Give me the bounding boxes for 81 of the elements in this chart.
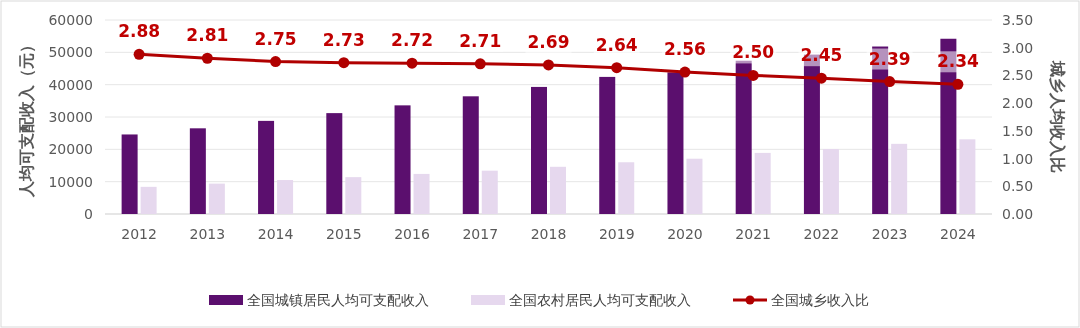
legend-label: 全国城镇居民人均可支配收入 <box>247 292 429 308</box>
x-tick-label: 2012 <box>121 226 157 242</box>
bar <box>413 173 430 214</box>
data-label: 2.72 <box>391 30 434 51</box>
bar <box>462 96 479 214</box>
x-tick-label: 2024 <box>940 226 976 242</box>
data-label: 2.50 <box>732 42 775 63</box>
data-label: 2.34 <box>936 51 980 72</box>
point <box>884 76 896 88</box>
legend-label: 全国农村居民人均可支配收入 <box>509 292 691 308</box>
bar <box>326 113 343 214</box>
x-tick-label: 2016 <box>394 226 430 242</box>
y-tick-label: 60000 <box>48 12 93 28</box>
y2-tick-label: 1.00 <box>1002 150 1034 167</box>
y-tick-label: 0 <box>84 206 93 222</box>
x-tick-label: 2014 <box>257 226 294 242</box>
point <box>543 59 554 71</box>
x-tick-label: 2021 <box>735 226 772 242</box>
bar <box>550 166 566 214</box>
x-tick-label: 2015 <box>325 226 362 242</box>
data-label: 2.64 <box>595 34 638 55</box>
data-label: 2.71 <box>459 30 502 51</box>
bar <box>686 158 703 214</box>
data-label: 2.88 <box>118 21 161 42</box>
x-tick-label: 2018 <box>530 226 567 242</box>
bar <box>822 149 839 214</box>
x-tick-label: 2019 <box>598 226 635 242</box>
y-tick-label: 50000 <box>48 44 93 61</box>
x-tick-label: 2013 <box>189 226 226 242</box>
data-label: 2.75 <box>254 28 297 49</box>
point <box>611 62 623 74</box>
point <box>201 52 213 64</box>
data-label: 2.69 <box>527 31 570 52</box>
bar <box>121 134 138 214</box>
x-tick-label: 2020 <box>667 226 703 242</box>
data-label: 2.81 <box>186 25 229 46</box>
point <box>747 69 759 81</box>
y-tick-label: 40000 <box>48 76 93 93</box>
y2-tick-label: 0.50 <box>1002 178 1034 195</box>
y-tick-label: 30000 <box>48 109 93 125</box>
bar <box>599 76 616 214</box>
y2-tick-label: 3.00 <box>1002 39 1034 56</box>
point <box>338 57 350 69</box>
bar <box>208 183 225 214</box>
point <box>133 48 145 60</box>
y-tick-label: 10000 <box>48 173 93 190</box>
bar <box>189 128 206 214</box>
bar <box>277 180 294 214</box>
point <box>815 72 827 84</box>
point <box>679 66 691 78</box>
x-tick-label: 2022 <box>803 226 840 242</box>
bar <box>345 177 362 214</box>
legend-label: 全国城乡收入比 <box>771 292 869 308</box>
bar <box>531 86 547 214</box>
bar <box>667 72 684 214</box>
y-tick-label: 20000 <box>48 141 93 158</box>
point <box>270 56 282 68</box>
bar <box>258 120 275 214</box>
point <box>952 78 964 90</box>
data-label: 2.56 <box>663 39 706 60</box>
bar <box>140 186 157 214</box>
data-label: 2.39 <box>868 48 911 69</box>
y2-axis-title: 城乡人均收入比 <box>1048 60 1067 173</box>
y2-tick-label: 2.50 <box>1002 67 1034 84</box>
bar <box>618 162 635 214</box>
data-label: 2.45 <box>800 45 843 66</box>
y2-tick-label: 0.00 <box>1002 206 1034 222</box>
bar <box>754 152 771 214</box>
bar <box>959 139 976 214</box>
y2-tick-label: 1.50 <box>1002 122 1034 139</box>
y-axis-title: 人均可支配收入（元） <box>17 37 36 198</box>
y2-tick-label: 2.00 <box>1002 95 1034 112</box>
bar <box>481 170 498 214</box>
x-tick-label: 2023 <box>871 226 908 242</box>
x-tick-label: 2017 <box>462 226 499 242</box>
point <box>474 58 486 70</box>
y2-tick-label: 3.50 <box>1002 12 1034 28</box>
data-label: 2.73 <box>322 29 365 50</box>
bar <box>394 105 411 214</box>
bar <box>891 143 908 214</box>
point <box>406 57 418 69</box>
